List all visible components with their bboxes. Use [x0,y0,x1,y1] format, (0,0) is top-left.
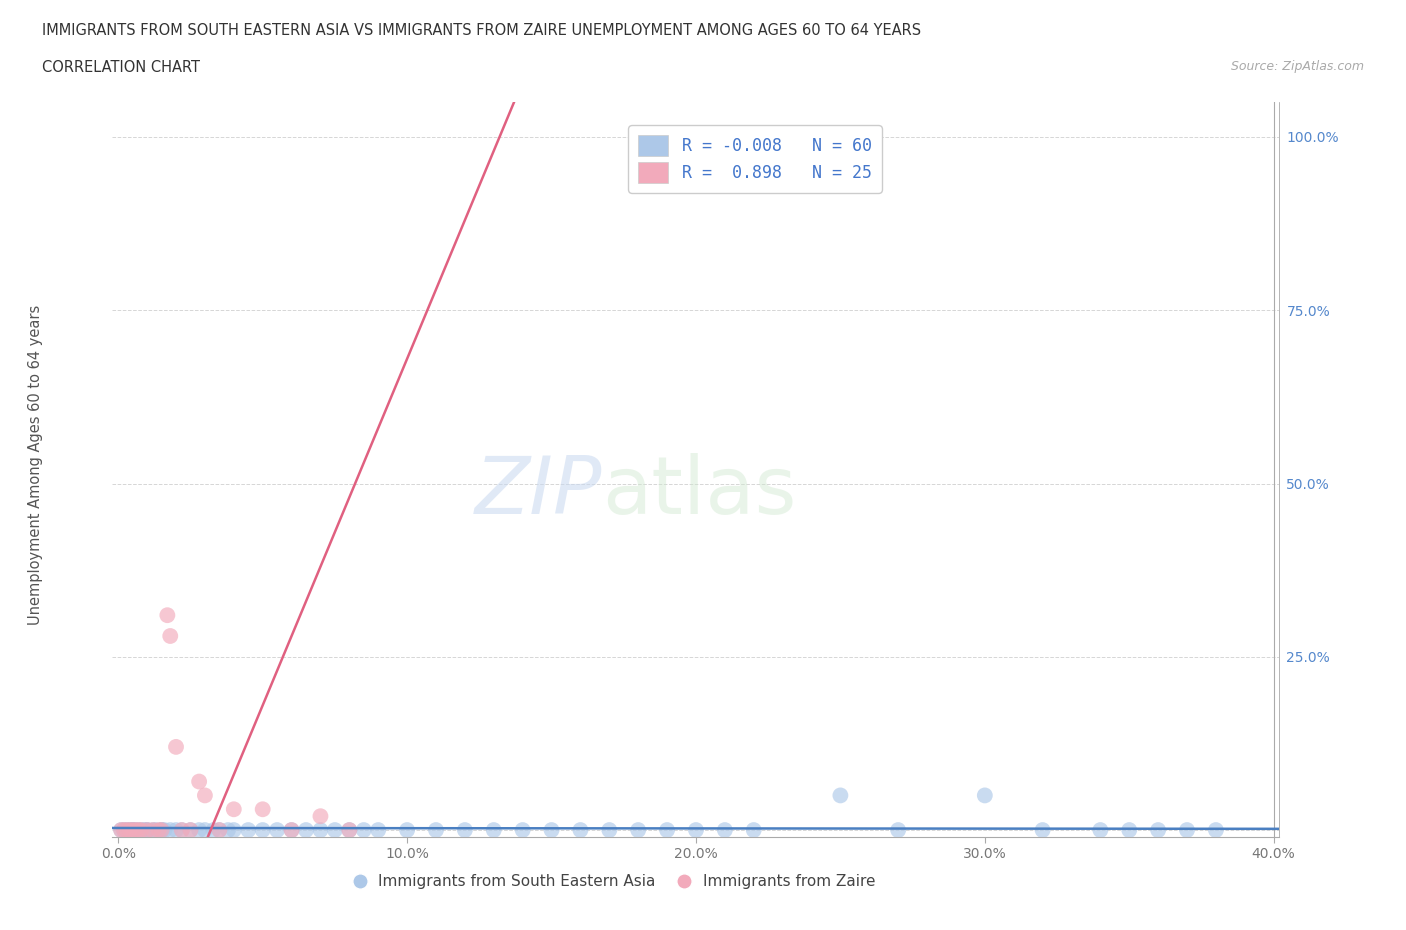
Point [134,823,156,838]
Point [112,823,135,838]
Point [280,823,302,838]
Point [887,823,910,838]
Point [194,823,217,838]
Point [194,788,217,803]
Point [252,823,274,838]
Point [170,823,193,838]
Point [121,823,143,838]
Legend: Immigrants from South Eastern Asia, Immigrants from Zaire: Immigrants from South Eastern Asia, Immi… [347,869,882,896]
Point [973,788,995,803]
Point [1147,823,1170,838]
Point [337,823,360,838]
Point [121,823,143,838]
Point [127,823,149,838]
Text: ZIP: ZIP [475,453,603,531]
Point [112,823,135,838]
Point [396,823,419,838]
Point [367,823,389,838]
Point [188,774,211,789]
Point [165,739,187,754]
Point [217,823,239,838]
Point [179,823,201,838]
Point [142,823,165,838]
Point [540,823,562,838]
Point [124,823,146,838]
Point [121,823,143,838]
Point [1175,823,1198,838]
Text: Source: ZipAtlas.com: Source: ZipAtlas.com [1230,60,1364,73]
Point [266,823,288,838]
Point [150,823,173,838]
Point [309,823,332,838]
Point [1090,823,1112,838]
Point [569,823,592,838]
Point [1032,823,1054,838]
Point [309,809,332,824]
Point [482,823,505,838]
Point [627,823,650,838]
Point [280,823,302,838]
Point [830,788,852,803]
Point [131,823,153,838]
Point [136,823,159,838]
Text: Unemployment Among Ages 60 to 64 years: Unemployment Among Ages 60 to 64 years [28,305,42,625]
Point [222,802,245,817]
Point [150,823,173,838]
Point [145,823,167,838]
Point [1205,823,1227,838]
Point [118,823,141,838]
Point [238,823,260,838]
Point [655,823,678,838]
Point [156,608,179,623]
Point [148,823,170,838]
Point [714,823,737,838]
Point [153,823,176,838]
Point [1118,823,1140,838]
Point [159,629,181,644]
Point [188,823,211,838]
Point [202,823,225,838]
Point [170,823,193,838]
Point [685,823,707,838]
Point [208,823,231,838]
Point [323,823,346,838]
Point [353,823,375,838]
Point [512,823,534,838]
Point [124,823,146,838]
Point [115,823,138,838]
Point [159,823,181,838]
Point [136,823,159,838]
Text: IMMIGRANTS FROM SOUTH EASTERN ASIA VS IMMIGRANTS FROM ZAIRE UNEMPLOYMENT AMONG A: IMMIGRANTS FROM SOUTH EASTERN ASIA VS IM… [42,23,921,38]
Point [425,823,447,838]
Point [115,823,138,838]
Point [165,823,187,838]
Point [454,823,477,838]
Point [131,823,153,838]
Point [252,802,274,817]
Point [295,823,318,838]
Point [208,823,231,838]
Point [136,823,159,838]
Point [127,823,149,838]
Text: atlas: atlas [603,453,797,531]
Point [110,823,132,838]
Text: CORRELATION CHART: CORRELATION CHART [42,60,200,75]
Point [121,823,143,838]
Point [337,823,360,838]
Point [118,823,141,838]
Point [150,823,173,838]
Point [179,823,201,838]
Point [142,823,165,838]
Point [598,823,620,838]
Point [222,823,245,838]
Point [110,823,132,838]
Point [742,823,765,838]
